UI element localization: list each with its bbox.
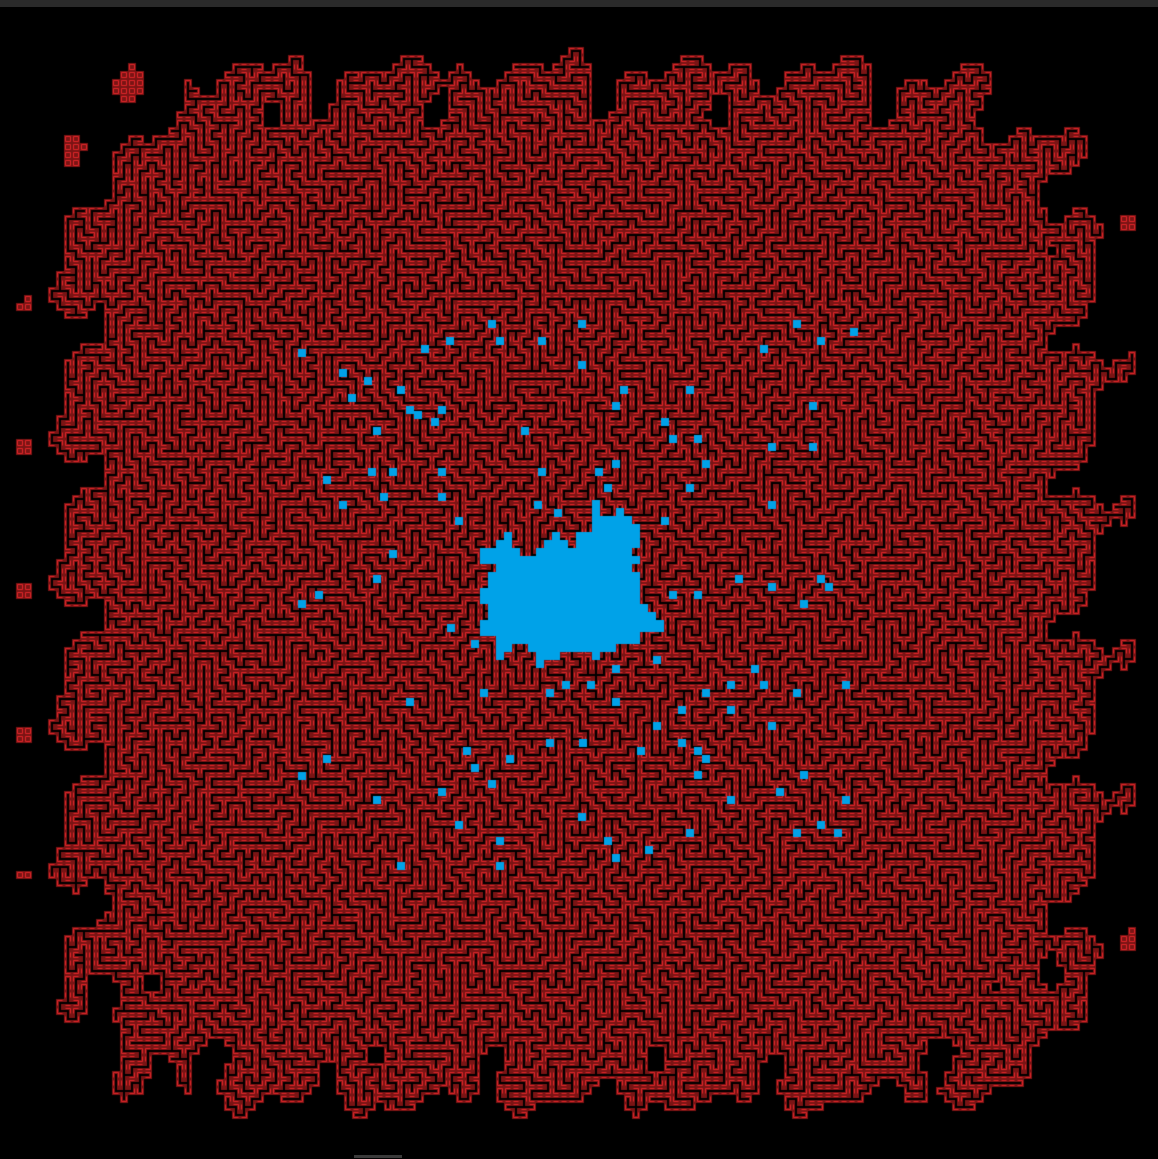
window-title-strip [0,0,1158,7]
maze-canvas[interactable] [0,7,1158,1155]
horizontal-scrollbar-thumb[interactable] [354,1155,402,1158]
